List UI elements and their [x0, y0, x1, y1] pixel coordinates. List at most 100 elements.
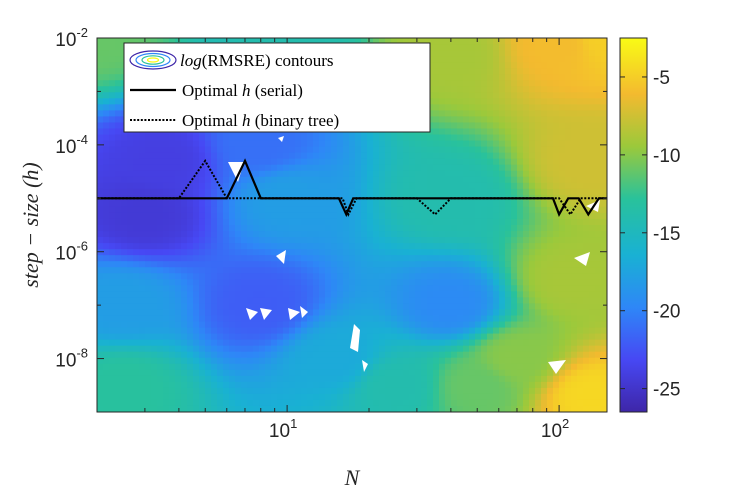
heatmap-cell	[223, 225, 230, 232]
heatmap-cell	[127, 225, 134, 232]
heatmap-cell	[103, 188, 110, 196]
heatmap-cell	[331, 176, 338, 184]
heatmap-cell	[181, 164, 188, 172]
heatmap-cell	[217, 363, 224, 371]
heatmap-cell	[451, 225, 458, 232]
heatmap-cell	[373, 315, 380, 323]
heatmap-cell	[229, 225, 236, 232]
heatmap-cell	[451, 243, 458, 250]
heatmap-cell	[367, 255, 374, 262]
heatmap-cell	[289, 237, 296, 244]
heatmap-cell	[517, 249, 524, 256]
heatmap-cell	[97, 237, 104, 244]
heatmap-cell	[487, 128, 494, 136]
heatmap-cell	[259, 405, 266, 412]
heatmap-cell	[379, 164, 386, 172]
heatmap-cell	[517, 315, 524, 323]
heatmap-cell	[283, 200, 290, 208]
heatmap-cell	[103, 38, 110, 45]
heatmap-cell	[481, 212, 488, 220]
heatmap-cell	[487, 50, 494, 57]
heatmap-cell	[505, 387, 512, 395]
heatmap-cell	[535, 345, 542, 353]
heatmap-cell	[499, 309, 506, 317]
heatmap-cell	[481, 104, 488, 111]
heatmap-cell	[355, 405, 362, 412]
heatmap-cell	[253, 38, 260, 45]
heatmap-cell	[265, 303, 272, 311]
heatmap-cell	[451, 309, 458, 317]
heatmap-cell	[373, 200, 380, 208]
heatmap-cell	[109, 351, 116, 359]
heatmap-cell	[505, 98, 512, 105]
heatmap-cell	[391, 158, 398, 166]
heatmap-cell	[397, 285, 404, 292]
heatmap-cell	[559, 351, 566, 359]
heatmap-cell	[163, 225, 170, 232]
heatmap-cell	[115, 188, 122, 196]
heatmap-cell	[259, 261, 266, 268]
heatmap-cell	[445, 405, 452, 412]
heatmap-cell	[505, 188, 512, 196]
heatmap-cell	[409, 231, 416, 238]
heatmap-cell	[223, 164, 230, 172]
heatmap-cell	[193, 327, 200, 335]
heatmap-cell	[97, 267, 104, 274]
heatmap-cell	[385, 279, 392, 286]
heatmap-cell	[115, 327, 122, 335]
heatmap-cell	[181, 333, 188, 341]
heatmap-cell	[139, 134, 146, 142]
heatmap-cell	[193, 387, 200, 395]
heatmap-cell	[331, 261, 338, 268]
heatmap-cell	[391, 146, 398, 154]
heatmap-cell	[133, 297, 140, 305]
heatmap-cell	[511, 369, 518, 377]
heatmap-cell	[505, 44, 512, 51]
heatmap-cell	[181, 285, 188, 292]
heatmap-cell	[163, 351, 170, 359]
heatmap-cell	[151, 309, 158, 317]
heatmap-cell	[529, 56, 536, 63]
heatmap-cell	[259, 182, 266, 190]
heatmap-cell	[571, 38, 578, 45]
heatmap-cell	[565, 387, 572, 395]
heatmap-cell	[517, 38, 524, 45]
heatmap-cell	[559, 297, 566, 305]
heatmap-cell	[145, 387, 152, 395]
heatmap-cell	[151, 170, 158, 178]
heatmap-cell	[577, 110, 584, 118]
heatmap-cell	[145, 188, 152, 196]
heatmap-cell	[553, 86, 560, 93]
heatmap-cell	[403, 327, 410, 335]
heatmap-cell	[445, 279, 452, 286]
heatmap-cell	[535, 309, 542, 317]
heatmap-cell	[523, 357, 530, 365]
heatmap-cell	[217, 321, 224, 329]
heatmap-cell	[97, 255, 104, 262]
heatmap-cell	[247, 188, 254, 196]
heatmap-cell	[319, 164, 326, 172]
heatmap-cell	[523, 225, 530, 232]
heatmap-cell	[295, 363, 302, 371]
heatmap-cell	[265, 188, 272, 196]
heatmap-cell	[115, 56, 122, 63]
heatmap-cell	[349, 200, 356, 208]
heatmap-cell	[199, 345, 206, 353]
heatmap-cell	[571, 140, 578, 148]
heatmap-cell	[235, 140, 242, 148]
heatmap-cell	[469, 218, 476, 226]
heatmap-cell	[211, 164, 218, 172]
heatmap-cell	[205, 273, 212, 280]
heatmap-cell	[199, 164, 206, 172]
heatmap-cell	[343, 255, 350, 262]
heatmap-cell	[121, 176, 128, 184]
heatmap-cell	[103, 146, 110, 154]
heatmap-cell	[427, 188, 434, 196]
heatmap-cell	[571, 369, 578, 377]
heatmap-cell	[475, 104, 482, 111]
heatmap-cell	[361, 146, 368, 154]
heatmap-cell	[319, 285, 326, 292]
heatmap-cell	[319, 176, 326, 184]
heatmap-cell	[499, 285, 506, 292]
heatmap-cell	[199, 291, 206, 298]
